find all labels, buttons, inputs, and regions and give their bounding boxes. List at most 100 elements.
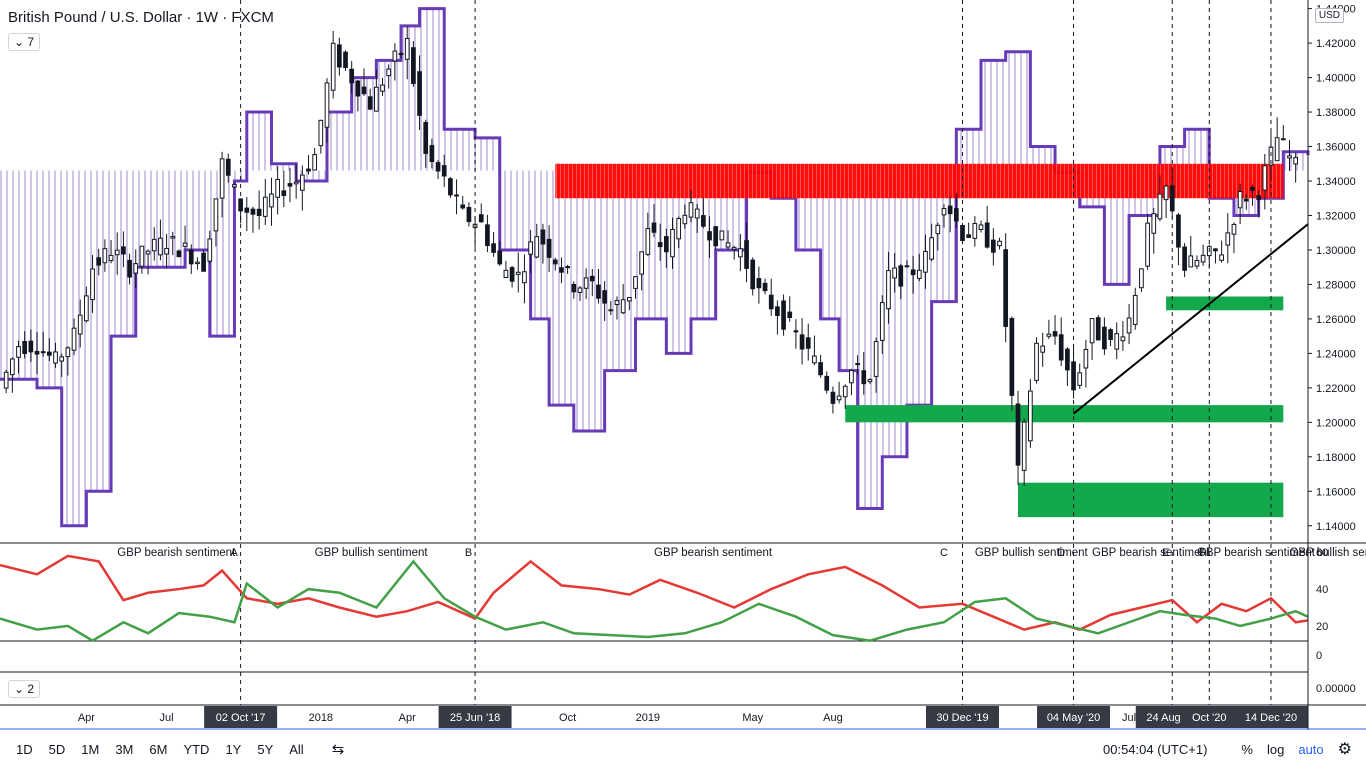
- sentiment-line-bullish: [0, 559, 1309, 643]
- candle: [497, 240, 503, 266]
- axes: 1.14000 1.16000 1.18000 1.20000 1.22000 1.240…: [0, 0, 1366, 730]
- uptrend-line: [1072, 223, 1309, 415]
- candle-body: [324, 82, 330, 128]
- timeframe-5y[interactable]: 5Y: [257, 741, 274, 757]
- main-pane-badge[interactable]: ⌄ 7: [8, 33, 41, 51]
- auto-toggle[interactable]: auto: [1298, 741, 1324, 757]
- time-marker-2-bg: [925, 706, 999, 728]
- candle: [1200, 244, 1206, 266]
- price-tick-label: 1.26000: [1316, 314, 1356, 326]
- timeframe-5d[interactable]: 5D: [48, 741, 66, 757]
- candle: [929, 223, 934, 262]
- candle: [867, 378, 873, 385]
- candle-body: [374, 86, 379, 112]
- point-label-D: D: [1057, 547, 1065, 559]
- timeframe-all[interactable]: All: [289, 741, 304, 757]
- candle-body: [90, 268, 95, 301]
- candle: [1015, 390, 1021, 486]
- log-toggle[interactable]: log: [1266, 741, 1285, 757]
- candle: [596, 268, 601, 304]
- candle: [281, 170, 287, 208]
- candle: [583, 268, 589, 299]
- candle: [552, 257, 558, 271]
- candle-body: [744, 240, 749, 269]
- candle: [990, 228, 996, 266]
- candle: [429, 138, 435, 169]
- candle-body: [1089, 318, 1095, 344]
- candle-body: [96, 257, 102, 266]
- candle-body: [972, 223, 978, 239]
- candle: [188, 244, 194, 274]
- candle-body: [620, 299, 626, 314]
- candle-body: [1052, 331, 1058, 337]
- gear-icon[interactable]: ⚙: [1337, 741, 1352, 758]
- candle-body: [1077, 372, 1083, 386]
- candle: [614, 296, 620, 320]
- clock-readout[interactable]: 00:54:04 (UTC+1): [1103, 741, 1208, 757]
- candle: [1243, 194, 1249, 210]
- candle-body: [1040, 345, 1046, 353]
- timeframe-1m[interactable]: 1M: [81, 741, 100, 757]
- timeframe-1y[interactable]: 1Y: [225, 741, 242, 757]
- currency-badge[interactable]: USD: [1314, 8, 1344, 23]
- candle: [108, 240, 114, 264]
- candle: [324, 78, 330, 143]
- timeframe-ytd[interactable]: YTD: [183, 741, 210, 757]
- candle-body: [188, 249, 194, 265]
- price-candles[interactable]: [3, 26, 1299, 486]
- sentiment-annotation-6: GBP bullish sentiment: [1289, 547, 1366, 559]
- candle: [77, 299, 83, 348]
- candle-body: [151, 238, 157, 252]
- candle-body: [534, 236, 540, 258]
- candle: [170, 231, 176, 256]
- candle-body: [676, 218, 682, 240]
- candle-body: [1274, 137, 1280, 162]
- candle-body: [1237, 191, 1243, 209]
- timeframe-3m[interactable]: 3M: [115, 741, 134, 757]
- price-tick-label: 1.42000: [1316, 38, 1356, 50]
- candle-body: [762, 282, 768, 292]
- timeframe-1d[interactable]: 1D: [16, 741, 33, 757]
- candle-body: [65, 347, 71, 357]
- candle: [3, 369, 9, 394]
- candle-body: [219, 158, 225, 199]
- candle-body: [275, 178, 280, 198]
- candle: [299, 165, 305, 211]
- time-marker-5: 14 Dec '20: [1245, 712, 1297, 724]
- candle-body: [842, 385, 848, 398]
- timeframe-6m[interactable]: 6M: [149, 741, 168, 757]
- price-tick-label: 1.28000: [1316, 279, 1356, 291]
- candle-body: [293, 181, 299, 185]
- candle-body: [1194, 260, 1200, 267]
- time-marker-5-bg: [1234, 706, 1308, 728]
- candle: [639, 251, 645, 291]
- candle-body: [460, 204, 466, 209]
- candle-body: [53, 351, 58, 364]
- candle-body: [1120, 336, 1126, 342]
- candle-body: [522, 271, 527, 284]
- candle-body: [645, 228, 651, 255]
- candle-body: [349, 68, 355, 84]
- percent-toggle[interactable]: %: [1241, 741, 1253, 757]
- candle: [1040, 332, 1046, 367]
- candle-body: [990, 239, 996, 253]
- candle: [768, 278, 774, 316]
- candle-body: [1151, 213, 1157, 234]
- calendar-range-icon[interactable]: ⇆: [331, 741, 345, 758]
- candle: [651, 203, 657, 238]
- candle-body: [904, 265, 910, 268]
- candle: [151, 227, 157, 261]
- candle: [713, 226, 719, 250]
- candle-body: [953, 208, 959, 222]
- trendline[interactable]: [1072, 223, 1309, 415]
- candle: [738, 234, 743, 272]
- candle-body: [707, 231, 712, 241]
- event-markers: A B C D E F: [230, 0, 1272, 705]
- candle-body: [916, 269, 922, 279]
- candle-body: [1083, 348, 1089, 369]
- indicator-pane-badge[interactable]: ⌄ 2: [8, 680, 41, 698]
- candle: [793, 319, 799, 349]
- sentiment-tick-label: 0.00000: [1316, 683, 1356, 695]
- candle-body: [1225, 232, 1231, 246]
